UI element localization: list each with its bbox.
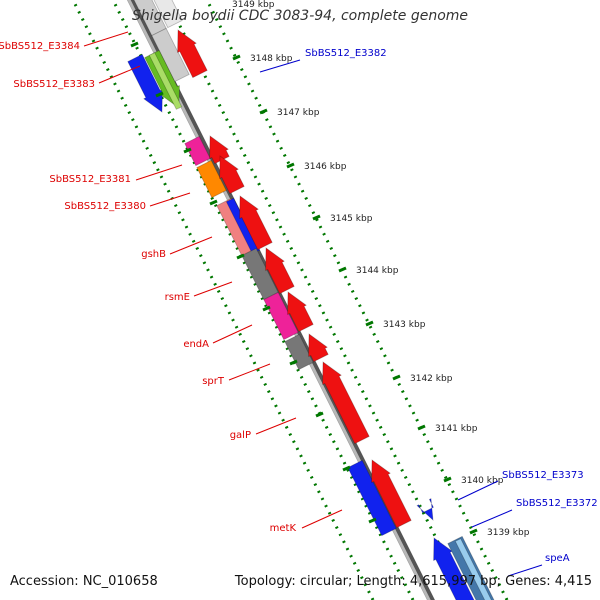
leader-line (193, 281, 233, 297)
gene-block-red (287, 291, 314, 333)
gene-labels: SbBS512_E3384 SbBS512_E3383 SbBS512_E3381 S… (0, 31, 598, 577)
scale-tick-label: 3143 kbp (383, 320, 426, 330)
scale-tick-mark (368, 517, 377, 524)
scale-tick-mark (417, 424, 426, 431)
leader-line (135, 164, 183, 181)
gene-block-red (209, 135, 230, 165)
gene-block-red (239, 195, 273, 251)
gene-block-light (153, 0, 183, 29)
scale-tick-mark (286, 162, 295, 169)
gene-label-reverse: SbBS512_E3384 (0, 41, 80, 52)
scale-tick-label: 3147 kbp (277, 108, 320, 118)
gene-label-reverse: galP (230, 430, 251, 441)
leader-line (212, 324, 253, 344)
gene-label-forward: speA (545, 553, 570, 564)
scale-tick-mark (365, 320, 374, 327)
gene-block-blue (347, 459, 397, 537)
leader-line (471, 509, 513, 528)
gene-block-blue (127, 53, 163, 113)
scale-tick-mark (338, 266, 347, 273)
gene-block-light-green (148, 52, 183, 110)
leader-line (98, 65, 141, 84)
gene-block-red (219, 155, 245, 195)
scale-tick-mark (315, 411, 324, 418)
leader-line (301, 509, 343, 529)
gene-block-red (308, 333, 329, 363)
gene-label-reverse: endA (183, 339, 209, 350)
leader-line (169, 236, 213, 255)
scale-tick-label: 3144 kbp (356, 266, 399, 276)
gene-block-magenta (184, 135, 211, 167)
leader-line (259, 59, 301, 73)
scale-tick-label: 3139 kbp (487, 528, 530, 538)
scale-tick-mark (259, 108, 268, 115)
gene-block-red (265, 247, 295, 295)
scale-tick-mark (209, 199, 218, 206)
scale-tick-mark (469, 528, 478, 535)
leader-line (149, 192, 191, 207)
scale-tick-mark (130, 41, 139, 48)
scale-tick-label: 3146 kbp (304, 162, 347, 172)
gene-label-reverse: SbBS512_E3383 (13, 79, 95, 90)
leader-line (457, 480, 499, 501)
gene-block-magenta (263, 291, 299, 341)
map-title: Shigella boydii CDC 3083-94, complete ge… (131, 8, 469, 24)
scale-tick-mark (262, 305, 271, 312)
gene-label-reverse: rsmE (165, 292, 190, 303)
gene-label-forward: SbBS512_E3382 (305, 48, 387, 59)
scale-tick-mark (342, 465, 351, 472)
gene-block-red (371, 459, 412, 529)
leader-line (255, 417, 297, 435)
scale-tick-label: 3142 kbp (410, 374, 453, 384)
gene-block-red (177, 29, 208, 79)
dotted-guide-line (205, 0, 509, 600)
gene-label-reverse: SbBS512_E3381 (49, 174, 131, 185)
scale-tick-mark (236, 253, 245, 260)
gene-label-reverse: gshB (141, 249, 166, 260)
scale-tick-mark (232, 54, 241, 61)
scale-tick-mark (289, 359, 298, 366)
gene-features (127, 0, 495, 600)
gene-label-forward: SbBS512_E3373 (502, 470, 584, 481)
scale-tick-label: 3140 kbp (461, 476, 504, 486)
gene-label-forward: SbBS512_E3372 (516, 498, 598, 509)
leader-line (83, 31, 129, 47)
scale-tick-mark (392, 374, 401, 381)
scale-tick-mark (312, 214, 321, 221)
gene-block-grey (151, 27, 190, 83)
scale-tick-mark (443, 476, 452, 483)
gene-block-dark-grey (284, 333, 314, 371)
scale-tick-mark (155, 91, 164, 98)
scale-ticks: 3148 kbp 3147 kbp 3146 kbp 3145 kbp 3144 kbp… (130, 0, 530, 538)
dotted-guide-line (111, 0, 415, 600)
gene-block-blue (416, 497, 434, 521)
gene-block-light-steel (454, 538, 492, 600)
scale-tick-label: 3145 kbp (330, 214, 373, 224)
leader-line (228, 363, 271, 381)
gene-label-reverse: sprT (202, 376, 225, 387)
genome-summary: Topology: circular; Length: 4,615,997 bp… (234, 574, 592, 589)
gene-label-reverse: SbBS512_E3380 (64, 201, 146, 212)
scale-tick-label: 3148 kbp (250, 54, 293, 64)
scale-tick-label: 3141 kbp (435, 424, 478, 434)
scale-tick-mark (183, 147, 192, 154)
scale-tick-label: 3149 kbp (232, 0, 275, 10)
leader-line (507, 564, 543, 577)
dotted-guide-line (71, 0, 375, 600)
accession-label: Accession: NC_010658 (10, 574, 158, 589)
gene-block-red (322, 361, 370, 445)
gene-block-orange (196, 159, 227, 199)
gene-label-reverse: metK (270, 523, 297, 534)
dotted-guide-line (165, 0, 469, 600)
